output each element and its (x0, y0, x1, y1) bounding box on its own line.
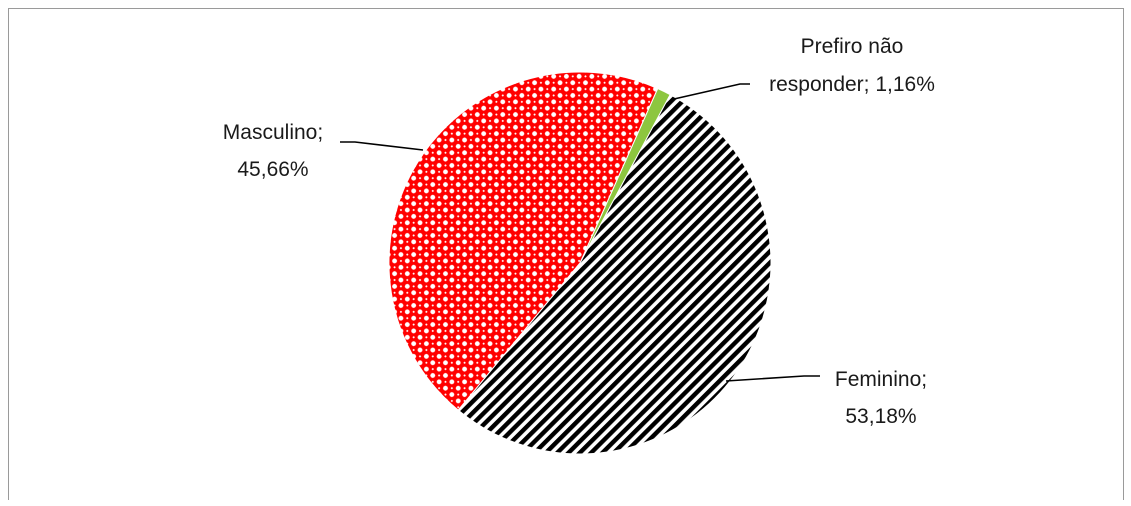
data-label-line: Prefiro não (801, 35, 904, 58)
data-label-line: 53,18% (845, 405, 916, 428)
data-label-line: Masculino; (223, 121, 323, 144)
data-label-masculino: Masculino; 45,66% (223, 121, 323, 181)
data-label-feminino: Feminino; 53,18% (835, 368, 927, 428)
chart-area (8, 8, 1124, 500)
data-label-line: Feminino; (835, 368, 927, 391)
pie-slice-feminino (457, 93, 772, 455)
data-label-line: 45,66% (237, 158, 308, 181)
leader-line-feminino (725, 375, 820, 382)
data-label-line: responder; 1,16% (769, 73, 935, 96)
data-label-prefiro-nao-responder: Prefiro não responder; 1,16% (769, 35, 935, 96)
leader-line-masculino (340, 141, 424, 151)
pie-slice-masculino (388, 71, 659, 411)
leader-line-prefiro-nao-responder (673, 83, 750, 100)
